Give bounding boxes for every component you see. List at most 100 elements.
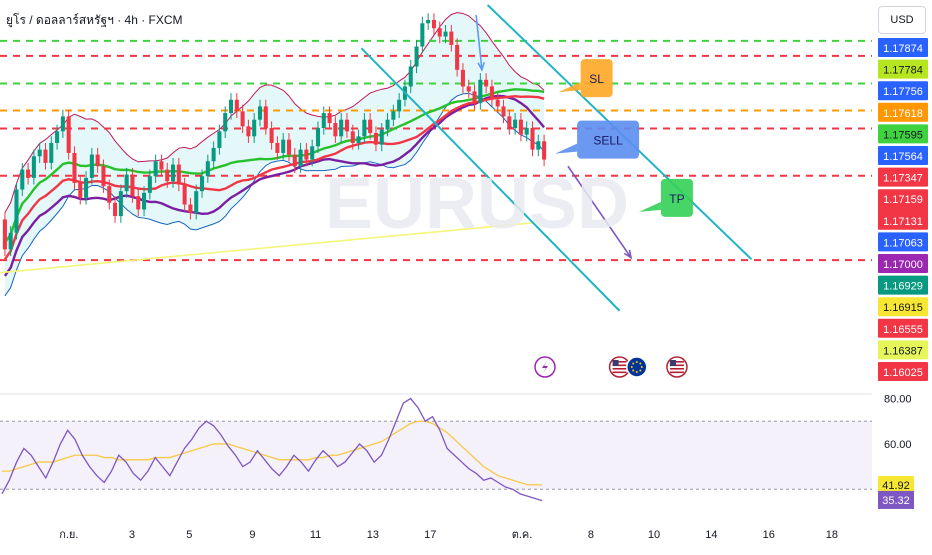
moving-averages [0, 88, 546, 277]
time-tick-label: 13 [367, 529, 379, 541]
flag-stripe [669, 364, 684, 367]
callout-sell[interactable]: SELL [555, 120, 640, 159]
arrow-head-1 [477, 61, 485, 72]
arrow-head-0 [623, 249, 633, 260]
eu-flag-icon[interactable] [626, 356, 648, 378]
price-label-1.17618[interactable]: 1.17618 [878, 102, 928, 122]
callout-pointer [555, 143, 578, 154]
price-label-box [878, 124, 928, 144]
candle-body [113, 202, 118, 217]
candle-body [379, 129, 384, 145]
flag-stripe [612, 368, 627, 370]
projection-arrow-1[interactable] [475, 14, 483, 70]
candle-body [449, 31, 454, 45]
candle-body [466, 86, 471, 92]
candle-body [257, 106, 263, 120]
candle-body [147, 176, 152, 193]
price-scale[interactable]: 1.17874 1.17784 1.17756 1.17618 1.17595 1.175… [872, 0, 932, 550]
price-label-1.17063[interactable]: 1.17063 [878, 232, 928, 252]
oscillator-value-text: 35.32 [882, 495, 910, 507]
price-label-1.16025[interactable]: 1.16025 [878, 362, 928, 381]
price-label-1.16555[interactable]: 1.16555 [878, 318, 928, 338]
price-label-box [878, 362, 928, 381]
time-tick-label: 9 [249, 529, 255, 541]
candle-body [281, 139, 286, 153]
price-label-1.16915[interactable]: 1.16915 [878, 297, 928, 317]
price-label-text: 1.17756 [883, 86, 923, 98]
price-label-1.16387[interactable]: 1.16387 [878, 340, 928, 360]
candle-body [107, 186, 112, 203]
candle-body [240, 111, 245, 127]
candle-body [37, 149, 42, 157]
candle-body [101, 166, 106, 187]
time-scale[interactable]: ก.ย. 3 5 9 11 13 17 ต.ค. 8 10 14 16 18 [59, 529, 838, 541]
price-label-box [878, 318, 928, 338]
candle-body [536, 141, 541, 150]
flag-canton [669, 360, 676, 366]
candle-body [49, 142, 54, 163]
time-tick-label: 14 [705, 529, 717, 541]
lightning-glyph [542, 361, 548, 373]
candle-body [205, 161, 210, 177]
price-label-1.17874[interactable]: 1.17874 [878, 38, 928, 57]
candle-body [292, 154, 297, 167]
candle-body [530, 128, 535, 150]
price-label-1.16929[interactable]: 1.16929 [878, 275, 928, 295]
candle-body [246, 126, 251, 137]
callout-tp[interactable]: TP [638, 178, 693, 217]
candle-body [263, 106, 268, 129]
candle-body [524, 128, 529, 135]
candle-body [234, 99, 239, 112]
channel-line-0[interactable] [360, 47, 621, 312]
candle-body [478, 79, 483, 104]
moving-average-0 [3, 94, 546, 277]
candle-body [176, 164, 181, 185]
time-tick-label: ต.ค. [512, 529, 533, 541]
price-label-1.17131[interactable]: 1.17131 [878, 210, 928, 230]
candle-body [321, 113, 326, 129]
price-label-text: 1.16929 [883, 281, 923, 293]
horizontal-levels[interactable] [0, 39, 872, 262]
price-label-text: 1.17784 [883, 65, 923, 77]
candle-body [223, 113, 228, 132]
band-lower-line [4, 92, 545, 297]
price-label-1.17595[interactable]: 1.17595 [878, 124, 928, 144]
candle-body [518, 119, 523, 135]
candle-body [159, 161, 164, 170]
oscillator-scale[interactable]: 80.00 60.00 41.92 35.32 [878, 394, 914, 509]
candle-body [194, 191, 199, 213]
price-label-1.17347[interactable]: 1.17347 [878, 167, 928, 187]
projection-arrow-0[interactable] [567, 165, 632, 259]
candle-body [95, 154, 100, 167]
eu-star [630, 366, 633, 368]
time-tick-label: 5 [186, 529, 192, 541]
time-tick-label: 17 [424, 529, 436, 541]
candle-body [130, 174, 135, 197]
price-label-text: 1.17618 [883, 108, 923, 120]
price-label-text: 1.17131 [883, 216, 923, 228]
candle-body [118, 191, 123, 217]
candle-body [414, 46, 419, 67]
price-label-box [878, 59, 928, 79]
candle-body [188, 204, 193, 213]
price-label-1.17756[interactable]: 1.17756 [878, 81, 928, 101]
price-label-1.17784[interactable]: 1.17784 [878, 59, 928, 79]
economic-events[interactable] [534, 356, 688, 378]
price-label-text: 1.17000 [883, 259, 923, 271]
eu-star [639, 362, 642, 365]
callout-sl[interactable]: SL [558, 59, 613, 98]
time-tick-label: 16 [763, 529, 775, 541]
candle-body [397, 99, 402, 112]
price-label-text: 1.17564 [883, 151, 923, 163]
trade-callouts[interactable]: SL SELL TP [555, 59, 693, 217]
currency-button[interactable]: USD [878, 6, 926, 34]
symbol-title[interactable]: ยูโร / ดอลลาร์สหรัฐฯ · 4h · FXCM [6, 13, 183, 28]
price-label-1.17564[interactable]: 1.17564 [878, 146, 928, 165]
candle-body [182, 184, 187, 205]
candle-body [43, 149, 48, 163]
price-label-1.17000[interactable]: 1.17000 [878, 254, 928, 273]
candle-body [315, 128, 321, 147]
candle-body [310, 146, 315, 160]
